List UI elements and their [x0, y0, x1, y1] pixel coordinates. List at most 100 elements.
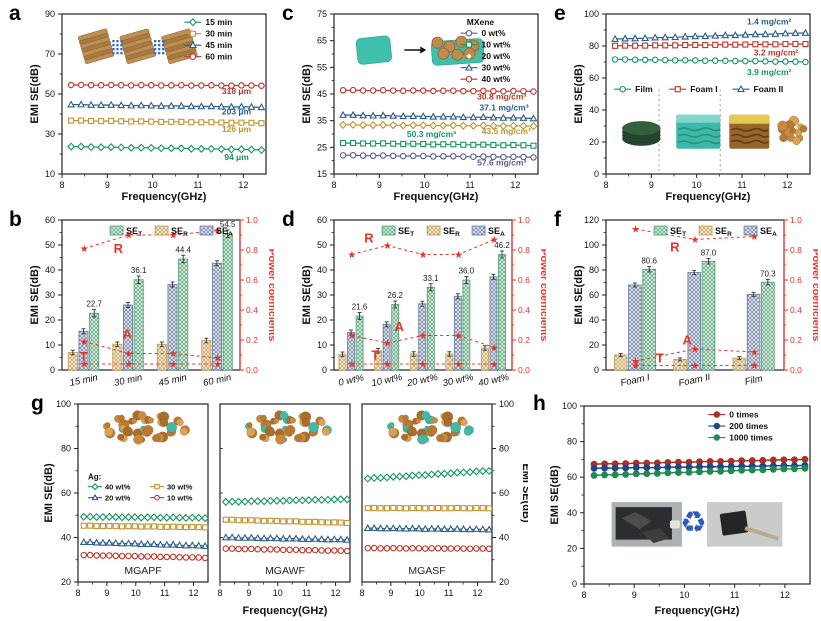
- svg-text:11: 11: [193, 180, 202, 190]
- svg-text:12: 12: [782, 180, 792, 190]
- svg-text:20: 20: [61, 577, 71, 587]
- star-marker: ★: [383, 339, 392, 350]
- annotation: 1.4 mg/cm²: [747, 16, 792, 26]
- svg-text:0.0: 0.0: [518, 365, 530, 375]
- category-label: 30 min: [113, 372, 143, 389]
- power-letter-T: T: [80, 349, 88, 364]
- microsphere: [431, 36, 444, 49]
- svg-text:0.0: 0.0: [246, 365, 258, 375]
- svg-text:20 wt%: 20 wt%: [481, 51, 510, 61]
- series-circle: [364, 544, 493, 553]
- star-marker: ★: [691, 361, 700, 372]
- star-marker: ★: [124, 349, 133, 360]
- star-marker: ★: [213, 360, 222, 371]
- series-triangle: [221, 533, 352, 543]
- category-label: Foam I: [620, 372, 652, 389]
- annotation: 318 μm: [222, 86, 252, 96]
- panel-h-chart: ♻ 8 9 10 11 12 0 20 40 60 80 100 0 times 200 times 100…: [548, 400, 818, 621]
- svg-text:75: 75: [317, 9, 327, 19]
- blue-dot: [158, 44, 161, 47]
- star-marker: ★: [631, 357, 640, 368]
- right-axis-label: Power coefficients: [538, 249, 546, 342]
- svg-text:40 wt%: 40 wt%: [481, 74, 510, 84]
- panel-e-chart: 8 9 10 11 12 0 20 40 60 80 100 1.4 mg/cm² 3.2 mg/cm²…: [572, 8, 818, 209]
- bar-SET: [642, 268, 656, 371]
- power-letter-A: A: [123, 327, 133, 342]
- svg-text:8: 8: [581, 590, 586, 600]
- svg-text:12: 12: [510, 180, 520, 190]
- star-marker: ★: [347, 360, 356, 371]
- annotation: 126 μm: [222, 124, 252, 134]
- series-Foam-II: [611, 28, 810, 42]
- svg-text:0.8: 0.8: [790, 245, 802, 255]
- blue-dot: [162, 44, 165, 47]
- category-label: 0 wt%: [337, 372, 365, 388]
- svg-text:30: 30: [317, 290, 327, 300]
- svg-text:8: 8: [59, 180, 64, 190]
- svg-text:10: 10: [317, 340, 327, 350]
- blue-dot: [158, 40, 161, 43]
- blue-dot: [162, 40, 165, 43]
- svg-text:8: 8: [75, 588, 80, 598]
- svg-text:15: 15: [317, 169, 327, 179]
- power-letter-R: R: [670, 240, 680, 255]
- blue-dot: [154, 52, 157, 55]
- svg-text:11: 11: [302, 588, 311, 598]
- blue-dot: [120, 48, 123, 51]
- legend-title: Ag:: [88, 473, 101, 482]
- svg-text:40: 40: [589, 315, 599, 325]
- svg-text:0.2: 0.2: [246, 335, 258, 345]
- svg-text:Foam II: Foam II: [753, 84, 783, 94]
- series-30-min: [68, 117, 265, 127]
- blue-dot: [116, 40, 119, 43]
- star-marker: ★: [347, 250, 356, 261]
- svg-text:0.6: 0.6: [246, 275, 258, 285]
- x-axis-label: Frequency(GHz): [243, 605, 328, 617]
- svg-text:0.8: 0.8: [518, 245, 530, 255]
- blue-dot: [158, 52, 161, 55]
- svg-text:30 wt%: 30 wt%: [481, 63, 510, 73]
- series-diamond: [79, 512, 210, 523]
- svg-text:10 wt%: 10 wt%: [167, 494, 193, 503]
- category-label: 60 min: [202, 372, 232, 389]
- svg-text:35: 35: [317, 116, 327, 126]
- series-triangle: [363, 523, 494, 533]
- star-marker: ★: [454, 360, 463, 371]
- svg-text:10: 10: [692, 180, 702, 190]
- panel-c-letter: c: [282, 2, 294, 25]
- svg-text:10: 10: [45, 169, 55, 179]
- panel-g-chart: 8 9 10 11 12 20 40 60 80 100 MGAPF Ag: 40 wt% 30 wt% 2…: [42, 399, 532, 621]
- svg-text:80: 80: [499, 444, 509, 454]
- svg-text:20: 20: [589, 340, 599, 350]
- series-0-wt-: [339, 151, 537, 161]
- blue-dot: [116, 48, 119, 51]
- series-45-min: [67, 100, 266, 111]
- right-axis-label: Power coefficients: [810, 249, 818, 342]
- svg-text:10: 10: [420, 180, 430, 190]
- series-Film: [611, 56, 809, 66]
- svg-text:80: 80: [589, 265, 599, 275]
- svg-text:60: 60: [567, 472, 577, 482]
- sample-photos-inset: [622, 89, 808, 171]
- svg-text:9: 9: [377, 180, 382, 190]
- x-axis-label: Frequency(GHz): [122, 191, 207, 203]
- svg-text:9: 9: [632, 590, 637, 600]
- star-marker: ★: [169, 231, 178, 242]
- svg-text:1.0: 1.0: [518, 215, 530, 225]
- svg-text:55: 55: [317, 62, 327, 72]
- bar-value-label: 21.6: [352, 303, 368, 312]
- svg-text:100: 100: [499, 400, 514, 409]
- svg-text:200 times: 200 times: [729, 421, 768, 431]
- recycling-photos-inset: ♻: [611, 502, 783, 547]
- svg-text:100: 100: [584, 9, 599, 19]
- svg-text:20: 20: [317, 315, 327, 325]
- star-marker: ★: [750, 361, 759, 372]
- svg-text:0 times: 0 times: [729, 410, 759, 420]
- bar-SET: [391, 304, 400, 371]
- star-marker: ★: [691, 345, 700, 356]
- series-Foam-I: [612, 40, 809, 49]
- sphere-cluster-inset: [244, 410, 332, 445]
- svg-text:65: 65: [317, 36, 327, 46]
- panel-h-letter: h: [533, 392, 546, 415]
